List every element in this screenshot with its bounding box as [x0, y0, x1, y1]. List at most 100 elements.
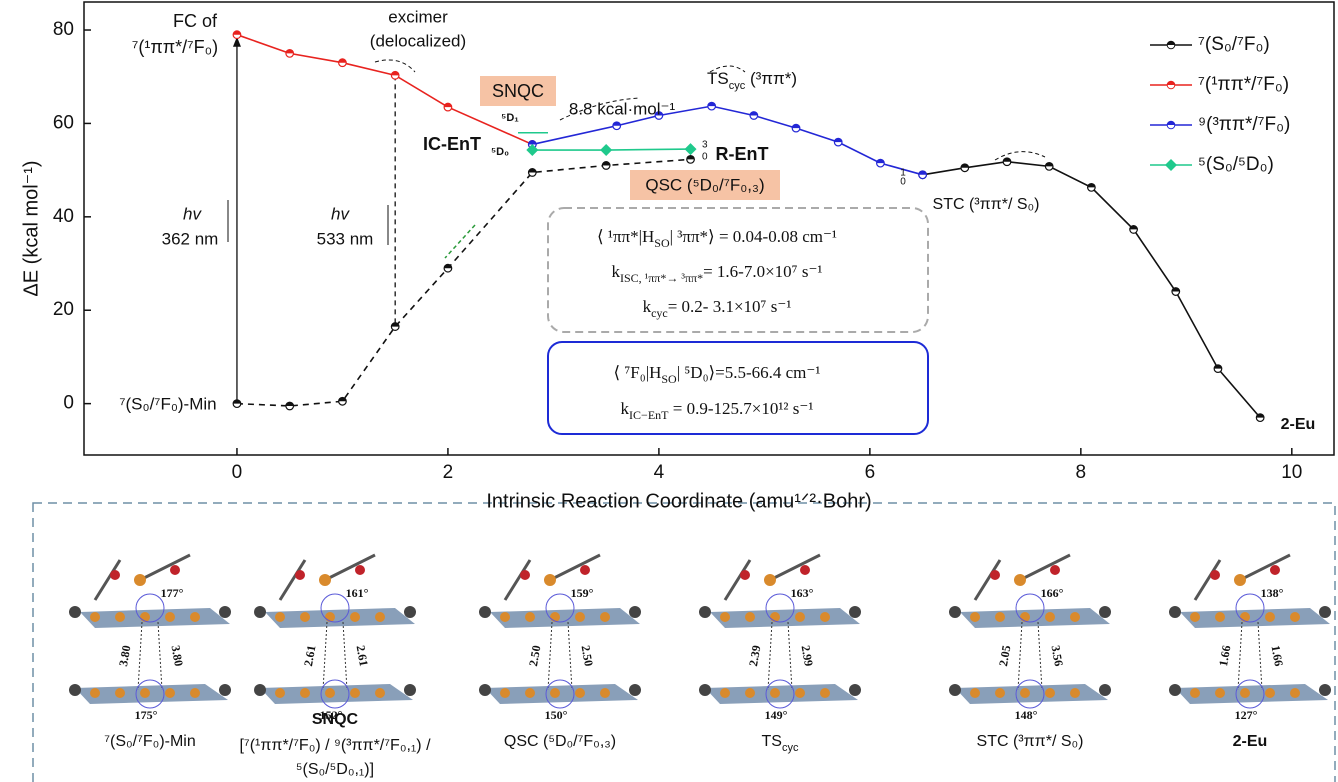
structure-label: 3.80 — [169, 644, 186, 667]
atom — [575, 688, 585, 698]
contact — [1258, 622, 1262, 690]
annotation-sub: cyc — [729, 80, 746, 92]
atom — [1070, 688, 1080, 698]
structure: 159°2.502.50150°QSC (⁵D₀/⁷F₀,₃) — [479, 555, 641, 750]
atom — [1319, 606, 1331, 618]
marker — [339, 59, 347, 67]
x-tick-label: 2 — [443, 462, 454, 483]
bond — [1020, 555, 1070, 580]
bond — [975, 560, 1000, 600]
structure-caption-main: QSC — [504, 733, 539, 750]
atom — [1240, 688, 1250, 698]
structure-label: 175° — [135, 708, 158, 722]
contact — [768, 622, 772, 690]
atom — [115, 612, 125, 622]
marker — [391, 72, 399, 80]
atom — [1050, 565, 1060, 575]
atom — [1290, 612, 1300, 622]
ring-plane — [490, 608, 640, 628]
marker — [685, 143, 697, 155]
atom — [795, 612, 805, 622]
annotation-after: (³ππ*) — [745, 69, 797, 88]
atom — [1270, 565, 1280, 575]
atom — [479, 684, 491, 696]
marker — [1256, 414, 1264, 422]
annotation: ⁵D₁ — [501, 112, 519, 124]
atom — [990, 570, 1000, 580]
atom — [1014, 574, 1026, 586]
contact — [788, 622, 792, 690]
structure: 161°2.612.61152°SNQC[⁷(¹ππ*/⁷F₀) / ⁹(³ππ… — [239, 555, 431, 778]
annotation: QSC (⁵D₀/⁷F₀,₃) — [645, 175, 764, 194]
marker — [1045, 163, 1053, 171]
equation-after: | ³ππ*⟩ = 0.04-0.08 cm⁻¹ — [670, 227, 837, 246]
atom — [1020, 612, 1030, 622]
atom — [1099, 606, 1111, 618]
annotation: excimer — [388, 7, 448, 26]
structure-caption: ⁵(S₀/⁵D₀,₁)] — [296, 761, 374, 778]
atom — [355, 565, 365, 575]
atom — [140, 688, 150, 698]
atom — [134, 574, 146, 586]
atom — [219, 684, 231, 696]
ring-plane — [710, 608, 860, 628]
annotation: ⁵D₀ — [491, 146, 509, 158]
atom — [1290, 688, 1300, 698]
atom — [1319, 684, 1331, 696]
y-tick-label: 0 — [63, 393, 74, 414]
atom — [300, 612, 310, 622]
marker — [233, 31, 241, 39]
atom — [1169, 684, 1181, 696]
structure: 163°2.392.99149°TScyc — [699, 555, 861, 754]
marker — [339, 397, 347, 405]
equation-main: ⟨ ⁷F₀|H — [614, 363, 662, 382]
atom — [949, 606, 961, 618]
marker — [792, 124, 800, 132]
atom — [1099, 684, 1111, 696]
contact — [1038, 622, 1042, 690]
atom — [90, 612, 100, 622]
atom — [575, 612, 585, 622]
marker — [1088, 184, 1096, 192]
structure-label: 150° — [545, 708, 568, 722]
atom — [350, 612, 360, 622]
atom — [629, 606, 641, 618]
atom — [849, 684, 861, 696]
atom — [404, 684, 416, 696]
structure-label: 2.99 — [799, 644, 816, 667]
atom — [849, 606, 861, 618]
ring-plane — [265, 608, 415, 628]
marker — [1003, 158, 1011, 166]
structure-label: 1.66 — [1269, 644, 1286, 667]
atom — [995, 688, 1005, 698]
structure-label: 138° — [1261, 586, 1284, 600]
structures-panel — [33, 503, 1335, 782]
contact — [343, 622, 347, 690]
ring-plane — [960, 608, 1110, 628]
atom — [170, 565, 180, 575]
y-tick-label: 60 — [53, 112, 74, 133]
annotation: ⁷(¹ππ*/⁷F₀) — [132, 37, 218, 57]
atom — [275, 688, 285, 698]
atom — [764, 574, 776, 586]
marker — [233, 400, 241, 408]
structure-caption: TScyc — [762, 733, 799, 754]
atom — [820, 688, 830, 698]
structure-label: 127° — [1235, 708, 1258, 722]
atom — [295, 570, 305, 580]
curve-arrow — [375, 60, 415, 72]
marker — [526, 144, 538, 156]
atom — [190, 688, 200, 698]
structure-caption: STC (³ππ*/ S₀) — [977, 733, 1084, 750]
annotation: 0 — [702, 152, 708, 163]
atom — [1045, 688, 1055, 698]
equation-after: = 1.6-7.0×10⁷ s⁻¹ — [703, 262, 822, 281]
x-tick-label: 4 — [654, 462, 665, 483]
bond — [505, 560, 530, 600]
ring-plane — [80, 608, 230, 628]
equation-sub: IC−EnT — [629, 408, 669, 422]
contact — [1018, 622, 1022, 690]
structure-label: 2.61 — [301, 644, 318, 667]
